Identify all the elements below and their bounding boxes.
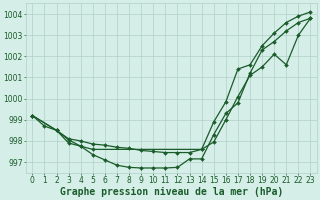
X-axis label: Graphe pression niveau de la mer (hPa): Graphe pression niveau de la mer (hPa) — [60, 186, 283, 197]
